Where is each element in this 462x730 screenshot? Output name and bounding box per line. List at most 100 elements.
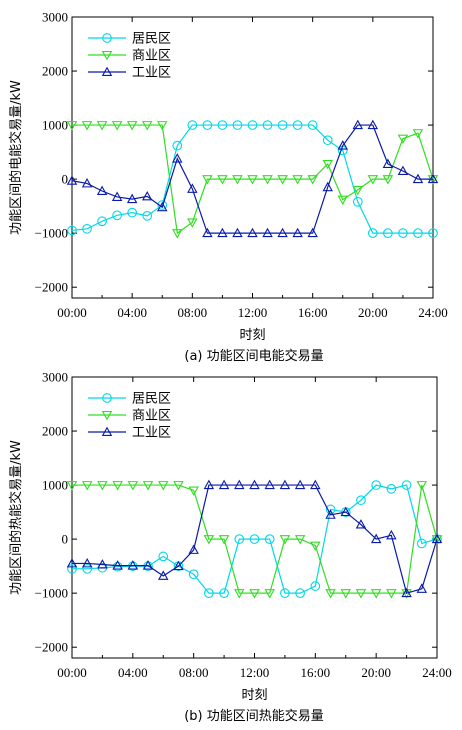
data-point-s1-16 xyxy=(307,175,318,185)
y-tick-label: 0 xyxy=(62,172,69,187)
y-tick-label: −2000 xyxy=(35,280,68,295)
data-point-s0-7 xyxy=(172,140,183,151)
data-point-s1-19 xyxy=(352,185,364,196)
data-point-s2-0 xyxy=(66,558,78,568)
data-point-s2-22 xyxy=(401,587,412,598)
data-point-s0-1 xyxy=(82,563,93,574)
data-point-s0-8 xyxy=(187,120,198,130)
data-point-s0-10 xyxy=(217,120,228,130)
data-point-s0-13 xyxy=(262,120,273,130)
data-point-s0-6 xyxy=(158,551,169,562)
data-point-s0-11 xyxy=(232,120,243,130)
data-point-s1-3 xyxy=(112,481,123,491)
data-point-s1-0 xyxy=(66,481,78,491)
data-point-s0-20 xyxy=(367,228,378,239)
data-point-s1-18 xyxy=(337,195,348,206)
data-point-s2-17 xyxy=(325,509,336,519)
data-point-s1-21 xyxy=(386,589,397,599)
x-tick-label: 08:00 xyxy=(178,305,208,320)
data-point-s1-22 xyxy=(397,134,409,145)
data-point-s1-15 xyxy=(294,535,306,545)
data-point-s1-6 xyxy=(158,481,169,491)
legend-marker xyxy=(102,33,112,43)
data-point-s2-13 xyxy=(264,479,275,490)
data-point-s2-14 xyxy=(279,479,291,490)
data-point-s2-10 xyxy=(217,227,228,238)
data-point-s0-0 xyxy=(67,563,77,574)
data-point-s1-23 xyxy=(416,481,428,491)
data-point-s2-9 xyxy=(202,227,213,238)
data-point-s2-11 xyxy=(234,479,245,490)
x-tick-label: 20:00 xyxy=(361,665,391,680)
data-point-s1-13 xyxy=(262,175,273,185)
data-point-s2-12 xyxy=(249,479,260,490)
data-point-s2-19 xyxy=(355,519,367,529)
data-point-s2-2 xyxy=(97,559,108,569)
data-point-s1-11 xyxy=(232,175,243,185)
data-point-s2-12 xyxy=(247,227,258,238)
data-point-s2-6 xyxy=(158,570,169,580)
data-point-s2-3 xyxy=(111,191,123,201)
legend-label: 商业区 xyxy=(132,49,171,64)
data-point-s2-14 xyxy=(277,227,288,238)
data-point-s0-6 xyxy=(157,200,168,210)
x-tick-label: 20:00 xyxy=(358,305,388,320)
data-point-s1-18 xyxy=(340,589,351,599)
series-line-0 xyxy=(72,484,438,594)
legend-marker xyxy=(101,411,113,421)
data-point-s0-12 xyxy=(249,534,260,544)
x-tick-label: 16:00 xyxy=(301,665,331,680)
data-point-s0-16 xyxy=(310,581,321,591)
data-point-s1-1 xyxy=(81,481,93,491)
data-point-s0-20 xyxy=(371,480,382,490)
x-tick-label: 12:00 xyxy=(240,665,270,680)
y-tick-label: 3000 xyxy=(42,10,68,25)
series-line-2 xyxy=(71,124,433,234)
data-point-s0-13 xyxy=(264,534,275,544)
data-point-s2-4 xyxy=(126,193,138,204)
data-point-s0-3 xyxy=(112,210,122,221)
data-point-s2-10 xyxy=(218,479,230,490)
data-point-s2-17 xyxy=(322,181,333,192)
data-point-s2-1 xyxy=(81,558,93,568)
data-point-s0-0 xyxy=(67,225,77,236)
data-point-s0-2 xyxy=(97,216,107,227)
data-point-s2-8 xyxy=(188,544,199,554)
x-tick-label: 08:00 xyxy=(179,665,209,680)
data-point-s1-7 xyxy=(173,481,184,491)
data-point-s0-24 xyxy=(428,228,438,239)
x-tick-label: 24:00 xyxy=(418,305,448,320)
data-point-s0-19 xyxy=(352,196,363,207)
data-point-s1-20 xyxy=(367,175,379,185)
data-point-s2-13 xyxy=(262,227,273,238)
y-tick-label: 1000 xyxy=(42,118,68,133)
data-point-s0-21 xyxy=(386,484,397,494)
panel-b: 00:00 04:00 08:00 12:00 16:00 20:00 24:00 −2000… xyxy=(8,370,452,725)
data-point-s1-10 xyxy=(217,175,228,185)
data-point-s2-16 xyxy=(310,479,321,490)
data-point-s2-18 xyxy=(340,506,351,517)
data-point-s1-12 xyxy=(249,589,260,599)
series-line-1 xyxy=(72,484,438,594)
data-point-s2-16 xyxy=(307,227,318,238)
y-axis-label: 功能区间的电能交易量/kW xyxy=(8,80,24,235)
data-point-s1-23 xyxy=(412,129,424,139)
series-line-2 xyxy=(72,484,438,594)
x-tick-label: 04:00 xyxy=(118,665,148,680)
legend-label: 居民区 xyxy=(132,392,171,407)
x-tick-label: 04:00 xyxy=(117,305,147,320)
data-point-s0-14 xyxy=(280,588,290,599)
data-point-s2-3 xyxy=(112,560,123,570)
x-tick-label: 16:00 xyxy=(298,305,328,320)
data-point-s0-1 xyxy=(82,223,92,234)
y-tick-label: 2000 xyxy=(42,424,68,439)
data-point-s2-18 xyxy=(337,140,348,150)
figure-caption: (a) 功能区间电能交易量 xyxy=(184,348,323,364)
data-point-s1-17 xyxy=(322,159,333,170)
x-axis-label: 时刻 xyxy=(241,688,267,703)
data-point-s1-2 xyxy=(97,481,108,491)
data-point-s0-22 xyxy=(401,480,412,490)
x-tick-label: 12:00 xyxy=(238,305,268,320)
series-line-0 xyxy=(71,124,433,234)
